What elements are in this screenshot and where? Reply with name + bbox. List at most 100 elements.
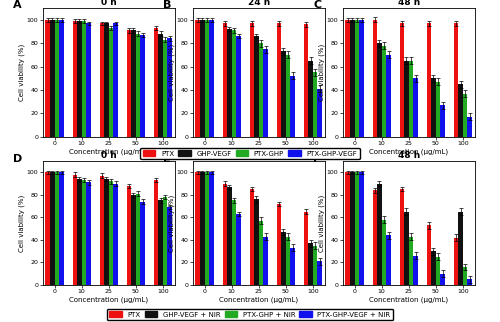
Y-axis label: Cell viability (%): Cell viability (%) <box>19 44 26 101</box>
Bar <box>372 190 377 285</box>
Y-axis label: Cell viability (%): Cell viability (%) <box>169 194 175 251</box>
Bar <box>232 30 236 137</box>
Bar <box>372 20 377 137</box>
Bar <box>360 172 364 285</box>
Bar <box>440 105 445 137</box>
Bar <box>54 20 60 137</box>
Bar <box>431 251 436 285</box>
Text: D: D <box>14 154 22 164</box>
Bar <box>400 189 404 285</box>
Bar <box>131 195 136 285</box>
Bar <box>281 232 286 285</box>
Bar <box>163 40 168 137</box>
Bar <box>131 30 136 137</box>
Bar <box>318 89 322 137</box>
Legend: PTX, GHP-VEGF + NIR, PTX-GHP + NIR, PTX-GHP-VEGF + NIR: PTX, GHP-VEGF + NIR, PTX-GHP + NIR, PTX-… <box>106 308 394 320</box>
Bar <box>276 23 281 137</box>
Bar <box>168 207 172 285</box>
Title: 24 h: 24 h <box>248 151 270 160</box>
Bar <box>254 36 259 137</box>
Bar <box>109 28 114 137</box>
Bar <box>281 52 286 137</box>
Bar <box>276 204 281 285</box>
Bar <box>60 172 64 285</box>
Bar <box>436 82 440 137</box>
Bar <box>104 179 109 285</box>
Bar <box>109 181 114 285</box>
Title: 0 h: 0 h <box>101 0 116 7</box>
Bar <box>382 220 386 285</box>
Bar <box>360 20 364 137</box>
Bar <box>227 29 232 137</box>
Bar <box>126 186 131 285</box>
X-axis label: Concentration (μg/mL): Concentration (μg/mL) <box>69 296 148 303</box>
Legend: PTX, GHP-VEGF, PTX-GHP, PTX-GHP-VEGF: PTX, GHP-VEGF, PTX-GHP, PTX-GHP-VEGF <box>140 147 360 159</box>
Y-axis label: Cell viability (%): Cell viability (%) <box>319 44 326 101</box>
Bar <box>204 172 210 285</box>
Bar <box>200 20 204 137</box>
Bar <box>86 23 91 137</box>
Bar <box>458 212 463 285</box>
Title: 24 h: 24 h <box>248 0 270 7</box>
Bar <box>140 35 145 137</box>
Bar <box>154 28 158 137</box>
Text: C: C <box>314 0 322 10</box>
Text: E: E <box>164 154 171 164</box>
Bar <box>377 184 382 285</box>
Y-axis label: Cell viability (%): Cell viability (%) <box>169 44 175 101</box>
Bar <box>86 182 91 285</box>
Bar <box>100 176 104 285</box>
Bar <box>232 200 236 285</box>
Bar <box>264 236 268 285</box>
Bar <box>163 197 168 285</box>
Bar <box>308 243 313 285</box>
Bar <box>60 20 64 137</box>
Bar <box>313 72 318 137</box>
Bar <box>350 172 354 285</box>
Bar <box>382 45 386 137</box>
Bar <box>346 20 350 137</box>
Bar <box>254 199 259 285</box>
Title: 48 h: 48 h <box>398 0 420 7</box>
Bar <box>154 180 158 285</box>
Title: 48 h: 48 h <box>398 151 420 160</box>
Bar <box>458 84 463 137</box>
Bar <box>104 23 109 137</box>
Bar <box>426 225 431 285</box>
Bar <box>290 76 295 137</box>
Bar <box>436 257 440 285</box>
Bar <box>468 117 472 137</box>
Text: B: B <box>164 0 172 10</box>
Bar <box>463 267 468 285</box>
Bar <box>200 172 204 285</box>
Bar <box>126 30 131 137</box>
Bar <box>346 172 350 285</box>
Bar <box>236 36 241 137</box>
Bar <box>308 61 313 137</box>
Bar <box>82 180 86 285</box>
Bar <box>431 78 436 137</box>
Bar <box>354 20 360 137</box>
Bar <box>46 20 50 137</box>
Bar <box>350 20 354 137</box>
Text: A: A <box>14 0 22 10</box>
Text: F: F <box>314 154 321 164</box>
Bar <box>100 23 104 137</box>
Bar <box>386 55 391 137</box>
Bar <box>264 49 268 137</box>
Bar <box>290 248 295 285</box>
Bar <box>286 236 290 285</box>
Bar <box>210 172 214 285</box>
X-axis label: Concentration (μg/mL): Concentration (μg/mL) <box>219 296 298 303</box>
Bar <box>72 175 77 285</box>
Bar <box>354 172 360 285</box>
X-axis label: Concentration (μg/mL): Concentration (μg/mL) <box>369 296 448 303</box>
Bar <box>114 23 118 137</box>
Bar <box>136 34 140 137</box>
Bar <box>400 23 404 137</box>
Bar <box>318 261 322 285</box>
Bar <box>454 23 458 137</box>
Y-axis label: Cell viability (%): Cell viability (%) <box>19 194 26 251</box>
Bar <box>82 21 86 137</box>
Bar <box>259 43 264 137</box>
